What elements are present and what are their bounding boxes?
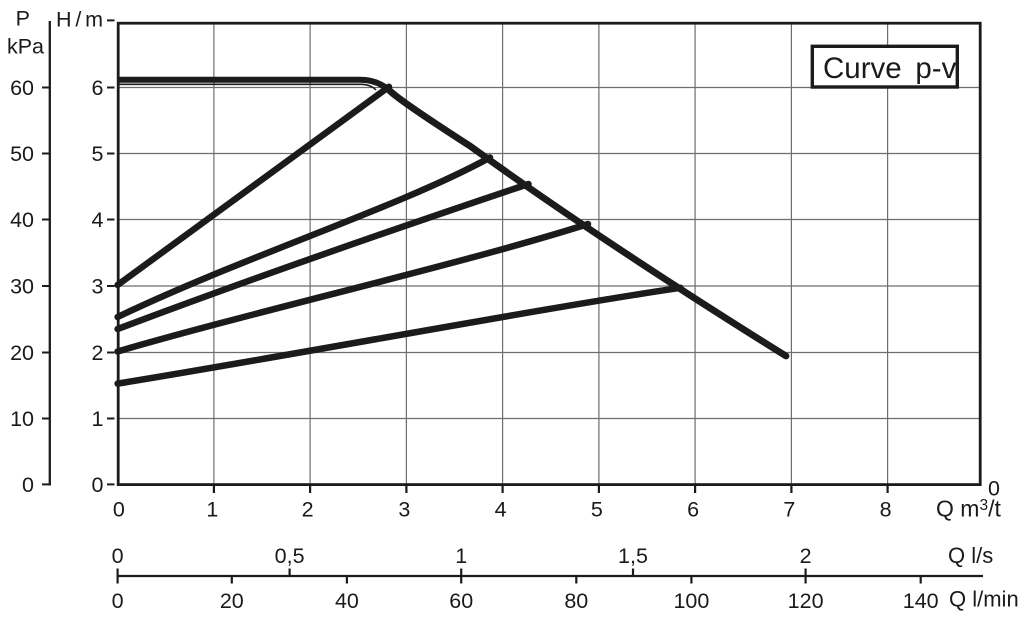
- svg-text:140: 140: [903, 589, 939, 613]
- svg-text:20: 20: [220, 589, 244, 613]
- svg-text:8: 8: [880, 498, 892, 522]
- svg-text:3: 3: [398, 498, 410, 522]
- svg-text:6: 6: [687, 498, 699, 522]
- svg-text:5: 5: [92, 142, 104, 166]
- svg-text:40: 40: [335, 589, 359, 613]
- svg-text:1,5: 1,5: [618, 544, 648, 568]
- svg-text:1: 1: [206, 498, 218, 522]
- svg-text:3: 3: [92, 275, 104, 299]
- svg-text:4: 4: [92, 208, 104, 232]
- svg-text:1: 1: [455, 544, 467, 568]
- svg-text:40: 40: [10, 208, 34, 232]
- svg-text:4: 4: [495, 498, 507, 522]
- svg-text:0: 0: [112, 589, 124, 613]
- svg-text:7: 7: [783, 498, 795, 522]
- svg-text:0: 0: [112, 544, 124, 568]
- svg-text:60: 60: [449, 589, 473, 613]
- svg-text:50: 50: [10, 142, 34, 166]
- svg-text:10: 10: [10, 407, 34, 431]
- svg-text:0: 0: [988, 477, 1000, 501]
- svg-text:1: 1: [92, 407, 104, 431]
- svg-text:0,5: 0,5: [275, 544, 305, 568]
- svg-text:Curve p-v: Curve p-v: [823, 52, 957, 85]
- svg-text:30: 30: [10, 275, 34, 299]
- svg-text:0: 0: [113, 498, 125, 522]
- svg-text:Q m3/t: Q m3/t: [936, 496, 1001, 522]
- svg-text:2: 2: [800, 544, 812, 568]
- svg-text:kPa: kPa: [7, 35, 44, 59]
- svg-text:0: 0: [22, 473, 34, 497]
- svg-text:Q l/s: Q l/s: [948, 543, 993, 568]
- svg-text:2: 2: [92, 341, 104, 365]
- svg-text:80: 80: [564, 589, 588, 613]
- svg-text:5: 5: [591, 498, 603, 522]
- svg-text:H/m: H/m: [56, 8, 107, 32]
- svg-text:0: 0: [92, 473, 104, 497]
- svg-text:Q l/min: Q l/min: [949, 587, 1019, 612]
- svg-text:120: 120: [788, 589, 824, 613]
- svg-text:2: 2: [302, 498, 314, 522]
- svg-text:60: 60: [10, 76, 34, 100]
- svg-text:P: P: [16, 7, 30, 31]
- svg-text:6: 6: [92, 76, 104, 100]
- svg-text:100: 100: [673, 589, 709, 613]
- svg-text:20: 20: [10, 341, 34, 365]
